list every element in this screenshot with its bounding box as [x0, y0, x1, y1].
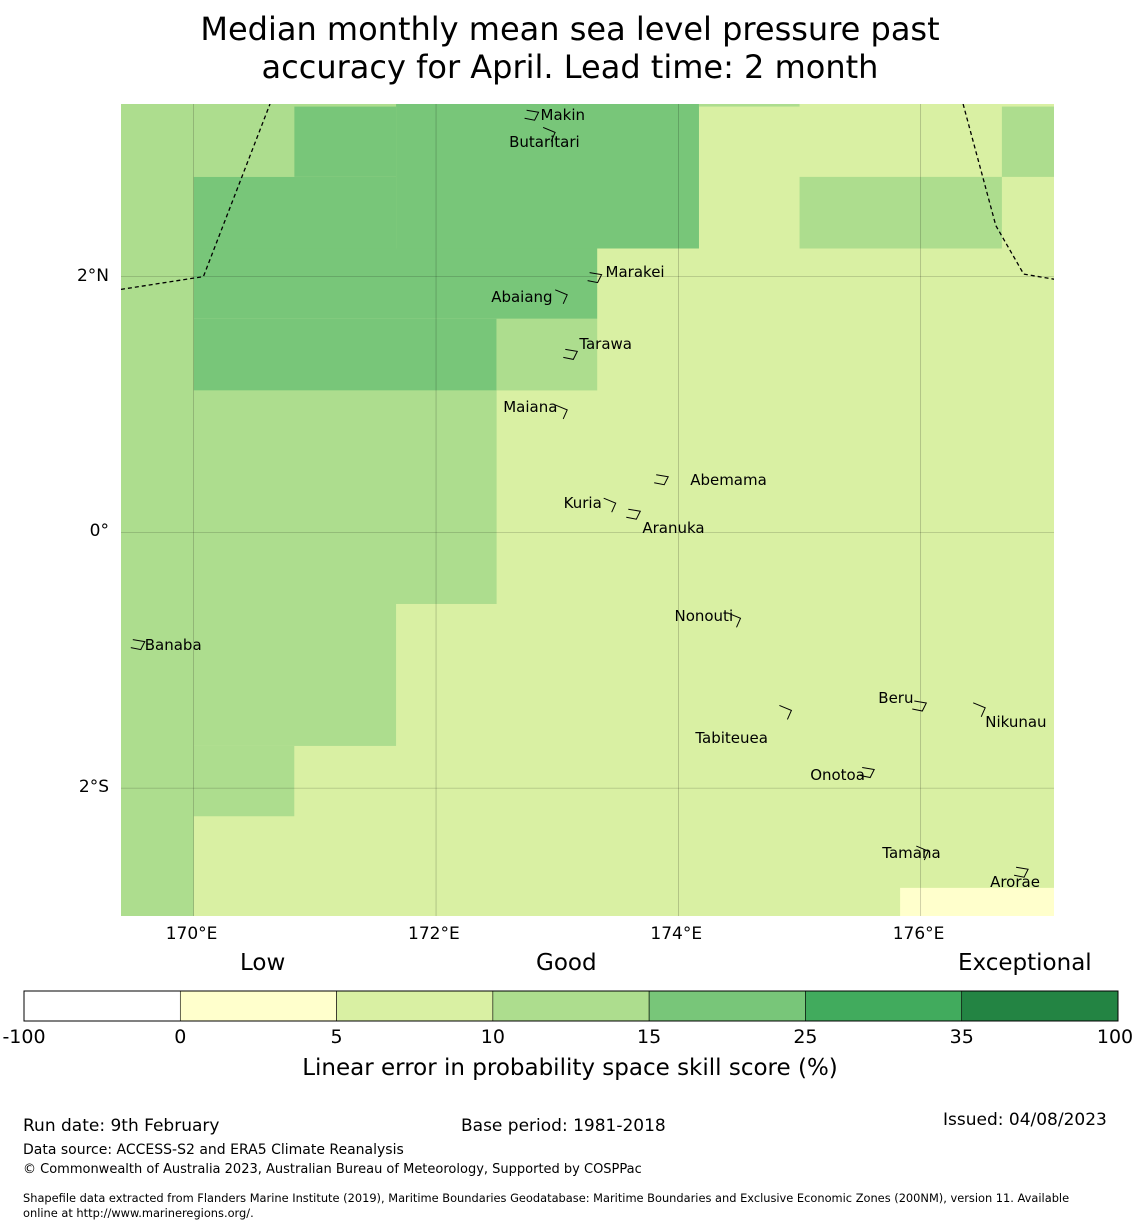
lon-tick-label: 174°E: [650, 924, 703, 944]
lon-tick-label: 172°E: [408, 924, 460, 944]
colorbar-tick-label: -100: [2, 1026, 46, 1048]
base-period: Base period: 1981-2018: [461, 1116, 666, 1136]
island-label: Aranuka: [642, 519, 705, 538]
skill-cell: [496, 318, 598, 391]
category-low-label: Low: [240, 950, 286, 976]
island-label: Tarawa: [579, 335, 633, 354]
skill-cell: [193, 104, 295, 177]
eez-boundary-line: [121, 104, 271, 291]
colorbar-tick-label: 0: [174, 1026, 187, 1048]
category-exceptional-label: Exceptional: [958, 950, 1092, 976]
island-outline: [555, 289, 568, 305]
lat-tick-label: 0°: [89, 521, 109, 542]
colorbar-bin: [336, 990, 494, 1022]
lat-tick-label: 2°N: [76, 265, 109, 286]
island-outline: [973, 702, 986, 718]
colorbar-tick-label: 15: [637, 1026, 662, 1048]
island-label: Banaba: [144, 635, 202, 654]
skill-cell: [698, 104, 800, 107]
island-label: Abaiang: [491, 287, 553, 306]
island-label: Arorae: [990, 873, 1040, 892]
island-outline: [860, 767, 875, 779]
island-outline: [654, 474, 669, 486]
island-label: Tamana: [882, 844, 941, 863]
island-label: Abemama: [690, 470, 767, 489]
colorbar-bin: [23, 990, 181, 1022]
shapefile-credit-line-1: Shapefile data extracted from Flanders M…: [23, 1191, 1070, 1205]
island-outline: [555, 404, 568, 420]
lon-tick-label: 170°E: [165, 924, 218, 944]
island-outline: [563, 348, 579, 360]
island-outline: [728, 612, 742, 628]
skill-cell: [799, 176, 1002, 249]
island-label: Maiana: [503, 397, 558, 416]
colorbar-bin: [648, 990, 806, 1022]
copyright: © Commonwealth of Australia 2023, Austra…: [23, 1162, 642, 1177]
island-outline: [1014, 866, 1029, 878]
chart-title: Median monthly mean sea level pressure p…: [0, 10, 1140, 86]
island-label: Makin: [540, 106, 586, 125]
island-outline: [130, 639, 146, 651]
eez-boundaries: [121, 104, 1054, 291]
skill-cell: [1001, 106, 1054, 177]
island-outline: [587, 272, 603, 284]
colorbar-tick-label: 10: [480, 1026, 505, 1048]
island-label: Tabiteuea: [695, 729, 768, 748]
island-label: Beru: [878, 689, 914, 707]
colorbar-tick-label: 100: [1096, 1026, 1134, 1048]
skill-cell: [193, 104, 397, 107]
title-line-2: accuracy for April. Lead time: 2 month: [261, 48, 879, 86]
colorbar-label: Linear error in probability space skill …: [302, 1055, 838, 1081]
graticule: [121, 104, 1054, 916]
skill-cell: [193, 603, 397, 746]
lon-tick-label: 176°E: [892, 924, 945, 944]
skill-cell: [193, 248, 598, 319]
shapefile-credit-line-2: online at http://www.marineregions.org/.: [23, 1206, 254, 1220]
island-outlines: [130, 109, 1029, 878]
island-outline: [603, 497, 617, 513]
island-outline: [524, 109, 540, 121]
colorbar-frame: [23, 990, 1119, 1022]
skill-map: [121, 104, 1054, 916]
skill-cell: [396, 104, 699, 249]
title-line-1: Median monthly mean sea level pressure p…: [200, 10, 940, 48]
colorbar: [23, 990, 1119, 1022]
colorbar-bin: [179, 990, 337, 1022]
run-date: Run date: 9th February: [23, 1116, 220, 1136]
island-outline: [626, 508, 642, 520]
skill-cell: [193, 318, 497, 391]
colorbar-bin: [805, 990, 963, 1022]
skill-cell: [900, 887, 1054, 916]
island-label: Butaritari: [509, 133, 580, 152]
category-good-label: Good: [536, 950, 597, 976]
island-outline: [912, 700, 928, 712]
colorbar-tick-label: 35: [949, 1026, 974, 1048]
island-label: Marakei: [605, 262, 665, 281]
skill-cell: [121, 104, 194, 916]
lat-tick-label: 2°S: [78, 777, 109, 798]
colorbar-bin: [492, 990, 650, 1022]
skill-cell: [193, 176, 397, 249]
island-label: Nikunau: [985, 712, 1047, 731]
skill-cell: [193, 390, 497, 604]
colorbar-tick-label: 5: [330, 1026, 343, 1048]
eez-boundary-line: [962, 104, 1054, 280]
island-outline: [916, 845, 929, 861]
skill-cell: [294, 106, 397, 177]
island-label: Onotoa: [810, 765, 865, 784]
island-label: Nonouti: [674, 607, 734, 626]
island-outline: [779, 704, 793, 720]
skill-grid-cells: [121, 104, 1054, 916]
issued-date: Issued: 04/08/2023: [943, 1110, 1107, 1130]
colorbar-bin: [961, 990, 1119, 1022]
data-source: Data source: ACCESS-S2 and ERA5 Climate …: [23, 1142, 404, 1158]
island-outline: [542, 126, 556, 142]
colorbar-tick-label: 25: [793, 1026, 818, 1048]
skill-cell: [193, 745, 295, 817]
island-label: Kuria: [563, 494, 602, 513]
